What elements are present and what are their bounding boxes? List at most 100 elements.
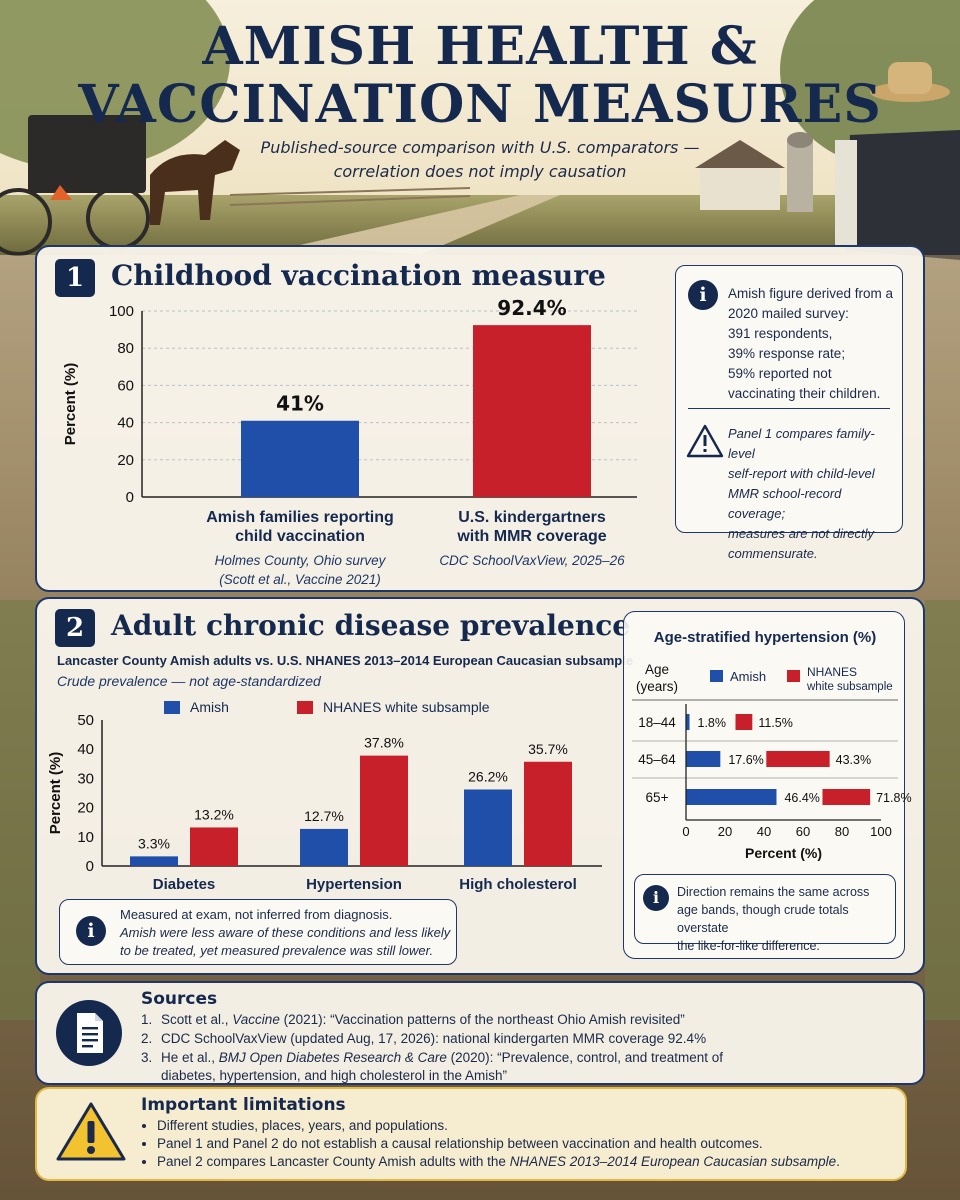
y-tick-label: 20 <box>117 452 134 469</box>
legend-swatch <box>787 670 800 682</box>
x-tick-label: 80 <box>835 824 849 839</box>
panel-title: Childhood vaccination measure <box>111 259 606 292</box>
category-label: Amish families reporting <box>206 509 394 526</box>
source-number: 3. <box>141 1050 153 1065</box>
bar <box>686 751 721 767</box>
info-icon: i <box>643 885 669 911</box>
bar-value-label: 12.7% <box>304 808 344 824</box>
bar <box>822 789 871 805</box>
bar <box>735 714 753 730</box>
y-column-label: Age <box>645 662 669 677</box>
y-tick-label: 100 <box>109 303 134 320</box>
legend-label: NHANES white subsample <box>323 699 490 715</box>
bar-value-label: 26.2% <box>468 768 508 784</box>
survey-info-text: Amish figure derived from a 2020 mailed … <box>728 286 894 401</box>
y-tick-label: 10 <box>77 829 94 846</box>
title-line-1: AMISH HEALTH & <box>202 16 758 77</box>
tree-right <box>780 0 960 170</box>
buggy <box>28 115 146 193</box>
source-text: CDC SchoolVaxView (updated Aug, 17, 2026… <box>161 1031 707 1046</box>
page-subtitle: Published-source comparison with U.S. co… <box>0 136 960 184</box>
category-label: U.S. kindergartners <box>458 509 606 526</box>
bar <box>686 714 690 730</box>
legend-label: NHANES <box>807 665 857 679</box>
farmer <box>845 130 960 260</box>
bar <box>464 789 512 866</box>
age-band-label: 18–44 <box>638 715 676 730</box>
bar <box>524 761 572 866</box>
limitation-text: Panel 1 and Panel 2 do not establish a c… <box>157 1136 763 1151</box>
bar-value-label: 43.3% <box>836 753 871 767</box>
subtitle-line-1: Published-source comparison with U.S. co… <box>260 138 700 157</box>
info-icon: i <box>688 280 718 310</box>
bar-value-label: 3.3% <box>138 835 170 851</box>
y-tick-label: 0 <box>126 489 134 506</box>
legend-label: Amish <box>730 669 766 684</box>
crude-prevalence-note: Crude prevalence — not age-standardized <box>57 673 321 689</box>
bar-value-label: 92.4% <box>497 296 566 320</box>
category-label: with MMR coverage <box>456 528 606 545</box>
bar-value-label: 37.8% <box>364 735 404 751</box>
limitation-item: Panel 2 compares Lancaster County Amish … <box>157 1153 901 1171</box>
bar-value-label: 11.5% <box>758 716 793 730</box>
source-text: (2020): “Prevalence, control, and treatm… <box>446 1050 724 1065</box>
page-title: AMISH HEALTH & VACCINATION MEASURES <box>0 18 960 134</box>
limitation-text: Different studies, places, years, and po… <box>157 1118 448 1133</box>
source-number: 1. <box>141 1012 153 1027</box>
bar <box>241 420 359 497</box>
exam-info-box: i Measured at exam, not inferred from di… <box>59 899 457 965</box>
comparison-warning-text: Panel 1 compares family-level self-repor… <box>728 426 875 561</box>
y-tick-label: 50 <box>77 712 94 729</box>
y-tick-label: 40 <box>117 415 134 432</box>
x-tick-label: 100 <box>870 824 892 839</box>
category-source-label: CDC SchoolVaxView, 2025–26 <box>439 553 625 568</box>
source-journal: Vaccine <box>232 1012 280 1027</box>
source-text: (2021): “Vaccination patterns of the nor… <box>279 1012 685 1027</box>
y-axis-label: Percent (%) <box>47 752 64 835</box>
vaccination-bar-chart: 0 20 40 60 80 100 Percent (%) 41% Amish families… <box>62 296 637 587</box>
source-item: 1. Scott et al., Vaccine (2021): “Vaccina… <box>141 1011 911 1029</box>
y-tick-label: 20 <box>77 800 94 817</box>
legend-label: Amish <box>190 699 229 715</box>
age-hypertension-bar-chart: Age-stratified hypertension (%) Age (years… <box>632 629 912 861</box>
category-label: Diabetes <box>153 876 216 893</box>
info-icon: i <box>76 916 106 946</box>
x-tick-label: 60 <box>796 824 810 839</box>
panel-chronic-disease: 2 Adult chronic disease prevalence Lanca… <box>35 597 925 975</box>
info-divider <box>688 408 890 409</box>
chronic-disease-bar-chart: 0 10 20 30 40 50 Percent (%) Amish NHANES white … <box>47 699 602 893</box>
limitation-item: Different studies, places, years, and po… <box>157 1117 901 1135</box>
bar-value-label: 71.8% <box>876 791 911 805</box>
age-band-label: 45–64 <box>638 752 676 767</box>
bar-value-label: 41% <box>276 392 324 416</box>
y-tick-label: 60 <box>117 377 134 394</box>
panel-number-badge: 2 <box>55 609 95 647</box>
source-text-continued: diabetes, hypertension, and high cholest… <box>161 1068 507 1083</box>
source-item: 3. He et al., BMJ Open Diabetes Research … <box>141 1049 911 1085</box>
bar-value-label: 17.6% <box>728 753 763 767</box>
x-axis-label: Percent (%) <box>745 845 822 861</box>
warning-icon <box>56 1102 126 1161</box>
source-text: Scott et al., <box>161 1012 233 1027</box>
warning-icon <box>686 424 724 458</box>
farmhouse <box>700 165 780 210</box>
limitations-list: Different studies, places, years, and po… <box>141 1117 901 1171</box>
y-tick-label: 80 <box>117 340 134 357</box>
age-band-label: 65+ <box>646 790 669 805</box>
bar <box>190 827 238 866</box>
chart-title: Age-stratified hypertension (%) <box>654 629 877 646</box>
x-tick-label: 20 <box>718 824 732 839</box>
x-tick-label: 40 <box>757 824 771 839</box>
bar <box>130 856 178 866</box>
silo <box>787 140 813 212</box>
source-text: He et al., <box>161 1050 219 1065</box>
bar <box>300 828 348 866</box>
source-item: 2. CDC SchoolVaxView (updated Aug, 17, 20… <box>141 1030 911 1048</box>
legend-swatch <box>710 670 723 682</box>
bar <box>360 755 408 866</box>
category-label: High cholesterol <box>459 876 577 893</box>
limitations-panel: Important limitations Different studies,… <box>35 1087 907 1181</box>
survey-info-box: i Amish figure derived from a 2020 maile… <box>675 265 903 561</box>
y-tick-label: 30 <box>77 770 94 787</box>
panel-number-badge: 1 <box>55 259 95 297</box>
